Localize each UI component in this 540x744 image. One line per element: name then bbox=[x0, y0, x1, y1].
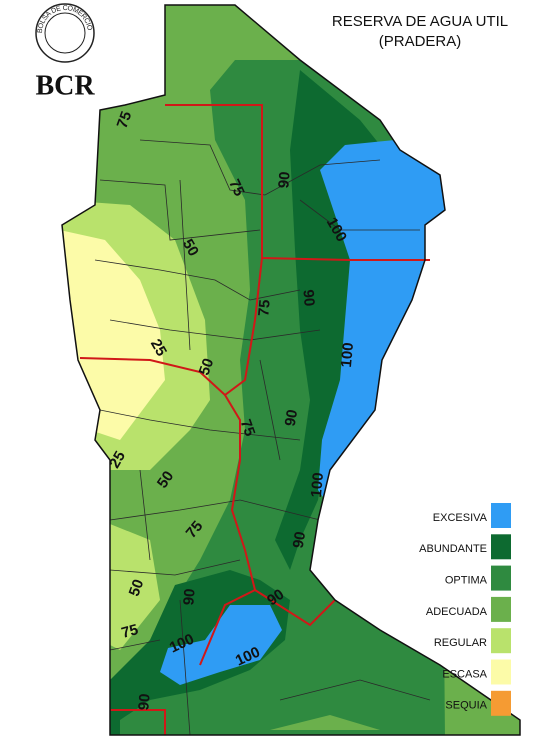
legend-swatch bbox=[491, 534, 511, 560]
contour-label: 90 bbox=[180, 588, 198, 606]
legend: EXCESIVA ABUNDANTE OPTIMA ADECUADA REGULAR ES… bbox=[419, 503, 511, 716]
contour-label: 25 bbox=[106, 448, 129, 471]
legend-label: EXCESIVA bbox=[433, 512, 488, 524]
map-subtitle: (PRADERA) bbox=[379, 33, 462, 50]
contour-label: 75 bbox=[114, 109, 136, 130]
region-excesiva-2 bbox=[160, 605, 282, 685]
contour-label: 90 bbox=[299, 289, 317, 307]
contour-label: 75 bbox=[120, 621, 141, 642]
logo-text: BCR bbox=[35, 70, 95, 101]
legend-label: OPTIMA bbox=[445, 575, 488, 587]
logo-ring bbox=[35, 3, 95, 63]
legend-label: SEQUIA bbox=[445, 700, 487, 712]
province-borders bbox=[79, 104, 430, 735]
department-lines bbox=[94, 139, 431, 735]
legend-label: REGULAR bbox=[434, 637, 487, 649]
legend-swatch bbox=[491, 503, 511, 528]
contour-label: 90 bbox=[282, 408, 302, 427]
contour-label: 90 bbox=[290, 530, 310, 549]
legend-label: ABUNDANTE bbox=[419, 543, 487, 555]
contour-label: 75 bbox=[225, 177, 247, 199]
legend-swatch bbox=[491, 690, 511, 716]
region-adecuada-2 bbox=[270, 715, 380, 730]
contour-label: 100 bbox=[308, 472, 327, 498]
region-regular-2 bbox=[100, 520, 160, 650]
contour-label: 50 bbox=[196, 356, 218, 377]
contour-label: 50 bbox=[179, 236, 202, 259]
logo-inner bbox=[44, 12, 86, 54]
legend-swatch bbox=[491, 628, 511, 654]
legend-swatch bbox=[491, 659, 511, 685]
contour-label: 50 bbox=[154, 468, 177, 491]
contour-label: 50 bbox=[126, 577, 148, 598]
legend-swatch bbox=[491, 565, 511, 591]
legend-label: ESCASA bbox=[442, 668, 487, 680]
contour-label: 25 bbox=[147, 336, 170, 359]
contour-label: 75 bbox=[237, 417, 259, 438]
contour-label: 90 bbox=[135, 693, 153, 711]
map-title: RESERVA DE AGUA UTIL bbox=[332, 13, 508, 30]
contour-label: 100 bbox=[338, 342, 357, 368]
legend-swatch bbox=[491, 596, 511, 622]
legend-label: ADECUADA bbox=[426, 606, 488, 618]
contour-label: 90 bbox=[275, 171, 293, 189]
contour-label: 75 bbox=[255, 299, 273, 317]
contour-label: 90 bbox=[264, 586, 287, 609]
